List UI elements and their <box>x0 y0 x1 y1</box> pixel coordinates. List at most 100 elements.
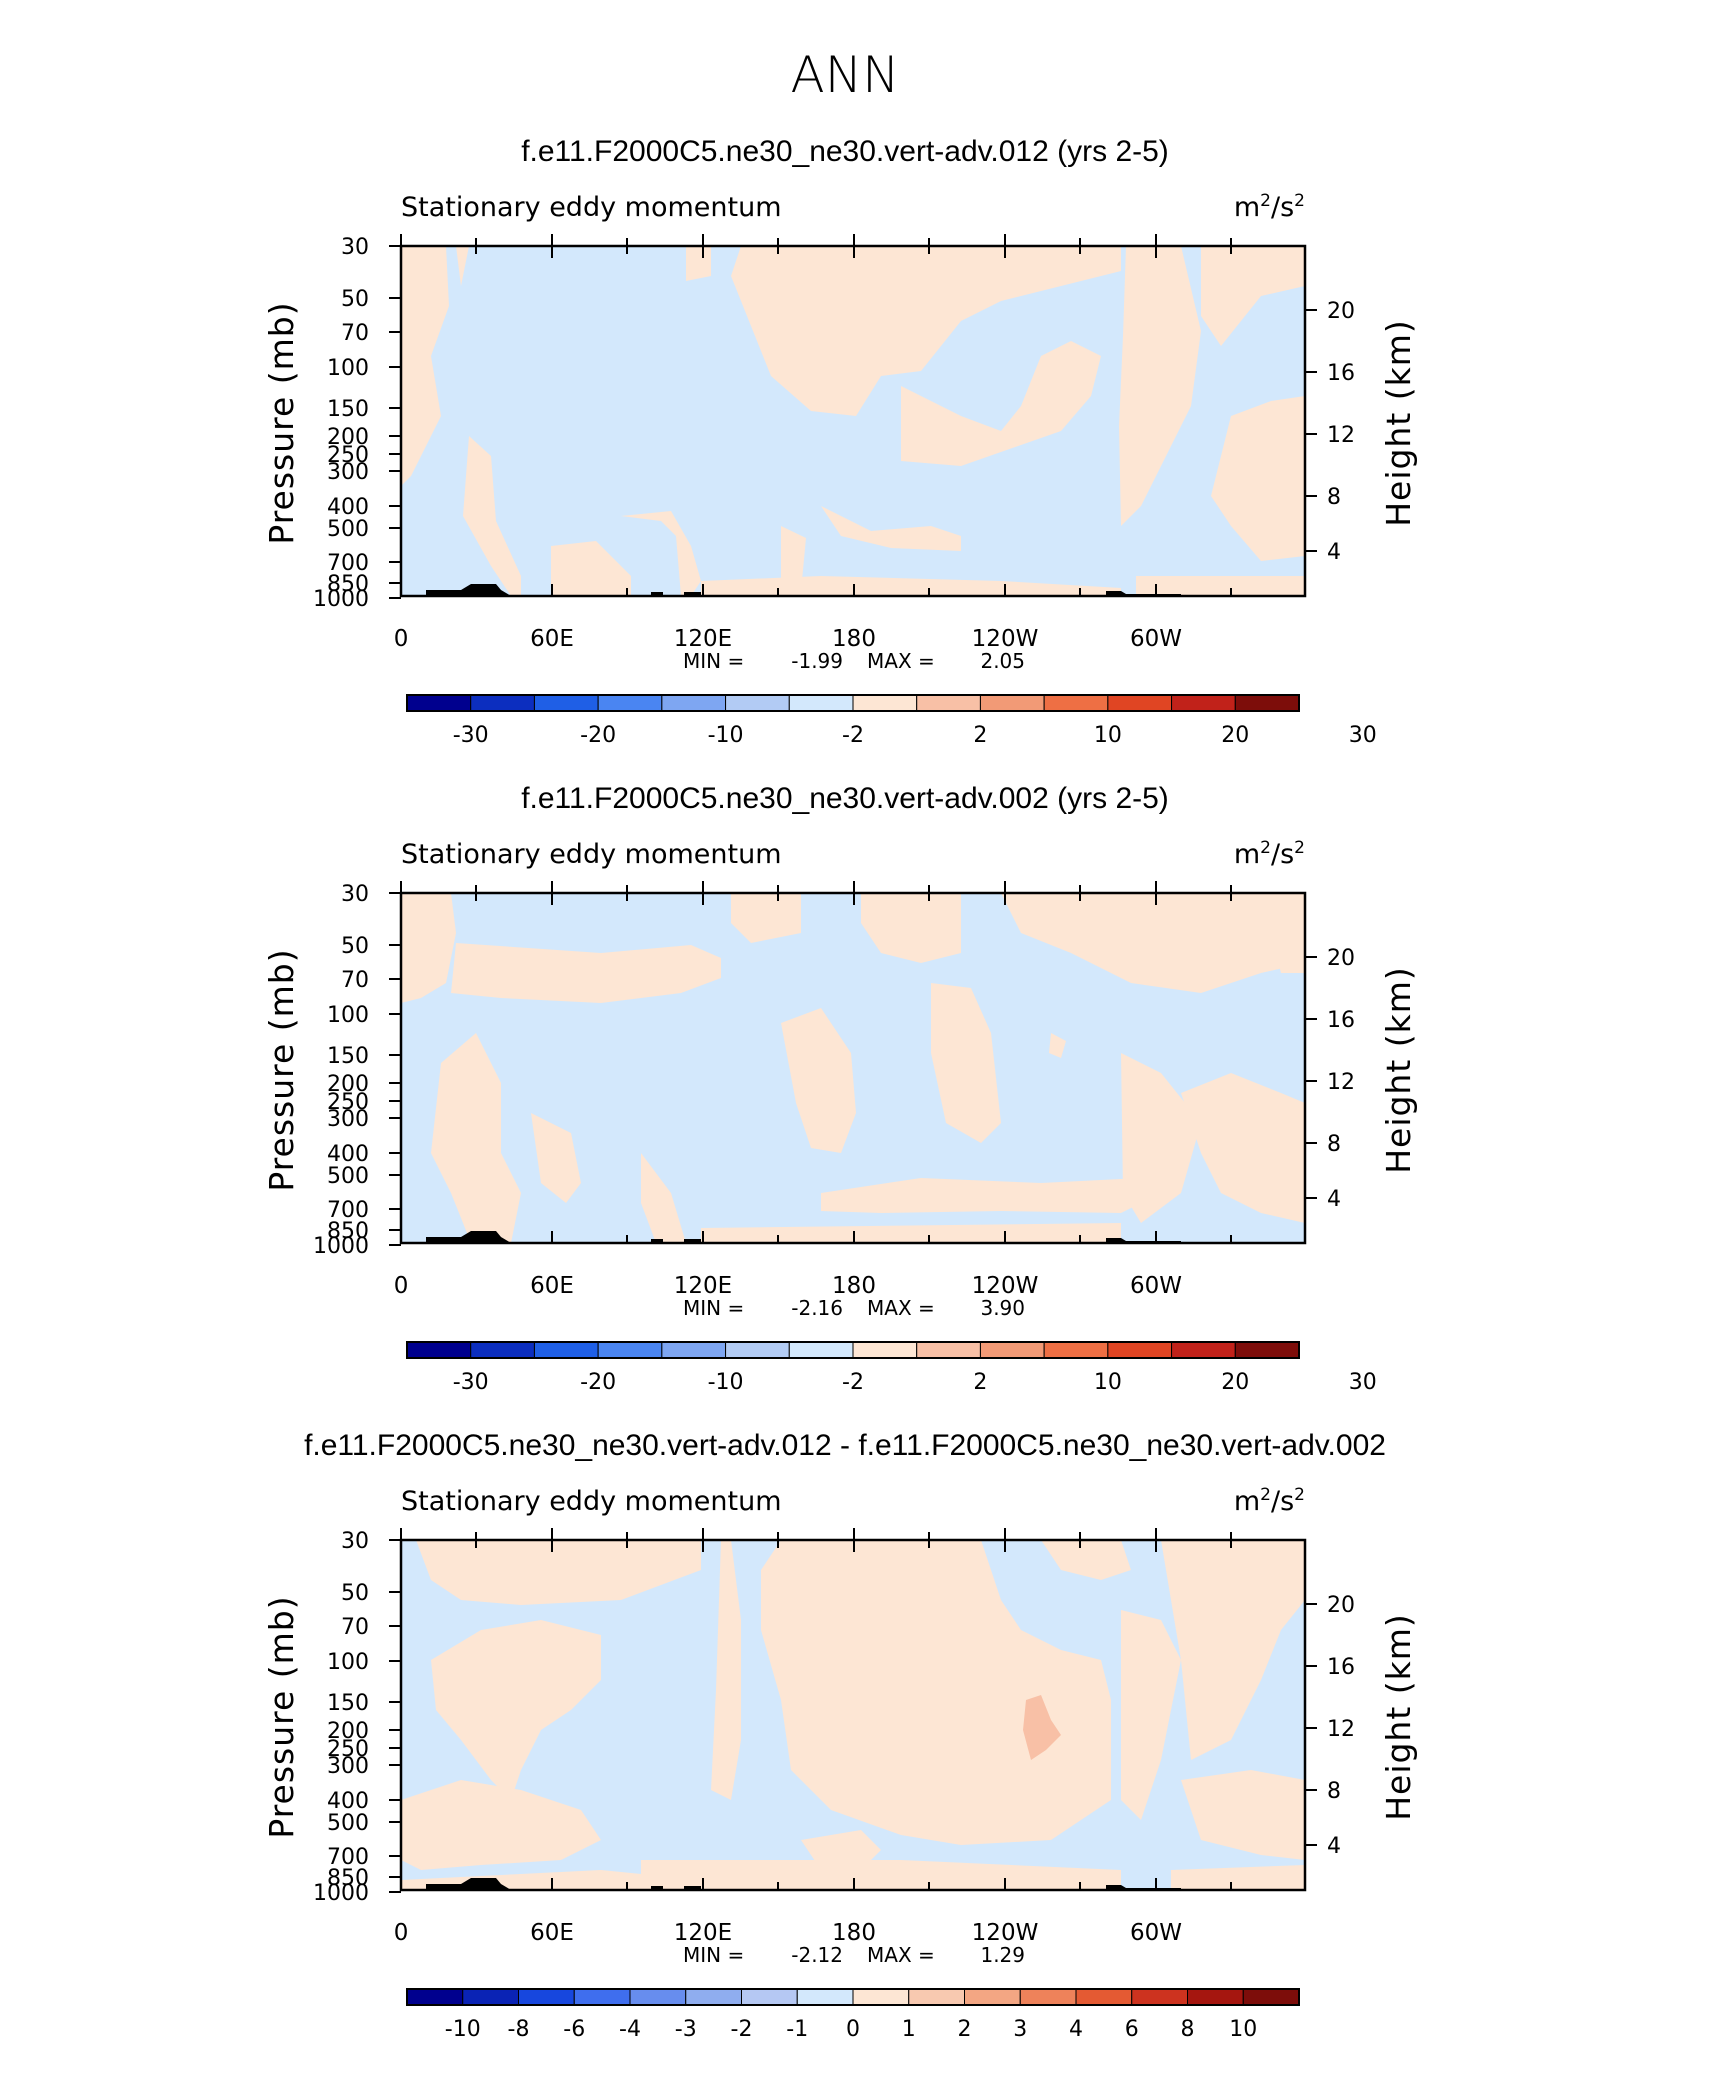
contour-region <box>731 246 1121 416</box>
contour-region <box>641 1860 1121 1890</box>
contour-region <box>1121 1610 1181 1820</box>
units-base: m <box>1234 839 1260 870</box>
panel-subtitle: Stationary eddy momentum <box>401 1486 782 1517</box>
contour-region <box>431 1620 601 1800</box>
min-label: MIN = <box>683 649 744 673</box>
contour-region <box>416 1540 701 1605</box>
units-base: m <box>1234 1486 1260 1517</box>
contour-region <box>401 246 449 486</box>
x-tick-label: 120W <box>972 1273 1039 1299</box>
colorbar-label: 1 <box>902 2017 916 2042</box>
y-tick-label: 500 <box>327 517 369 542</box>
contour-region <box>731 893 801 943</box>
y-right-axis-label: Height (km) <box>1379 319 1418 527</box>
units-exp: 2 <box>1294 1485 1305 1505</box>
colorbar-swatch <box>661 1341 727 1359</box>
contour-region <box>621 511 701 596</box>
colorbar-frame <box>406 1988 1300 2006</box>
y-tick-label: 1000 <box>313 1234 369 1259</box>
colorbar-swatch <box>916 1341 981 1359</box>
y-tick-label: 850 <box>327 572 369 597</box>
colorbar-label: 4 <box>1069 2017 1083 2042</box>
contour-region <box>1001 893 1305 993</box>
colorbar-label: -10 <box>708 1370 744 1395</box>
contour-region <box>641 1153 686 1243</box>
colorbar-label: 20 <box>1221 1370 1249 1395</box>
x-tick-label: 60W <box>1130 1273 1182 1299</box>
y-tick-label: 700 <box>327 1198 369 1223</box>
colorbar-swatch <box>661 694 727 712</box>
max-value: 3.90 <box>980 1296 1025 1320</box>
colorbar-swatch <box>1171 694 1236 712</box>
units-base: m <box>1234 192 1260 223</box>
colorbar-label: -2 <box>842 1370 864 1395</box>
y-right-tick-label: 4 <box>1327 1187 1341 1212</box>
colorbar-label: 8 <box>1181 2017 1195 2042</box>
y-tick-label: 200 <box>327 1072 369 1097</box>
colorbar-swatch <box>1043 694 1109 712</box>
x-tick-label: 0 <box>394 1273 409 1299</box>
contour-fill <box>401 246 1305 596</box>
contour-region <box>701 1223 1121 1243</box>
colorbar-label: -20 <box>580 1370 616 1395</box>
contour-region <box>711 1540 741 1800</box>
y-tick-label: 500 <box>327 1811 369 1836</box>
colorbar-label: 30 <box>1349 723 1377 748</box>
y-axis-label: Pressure (mb) <box>262 1595 301 1838</box>
y-tick-label: 1000 <box>313 587 369 612</box>
season-title: ANN <box>790 46 899 104</box>
contour-region <box>821 1178 1161 1213</box>
contour-region <box>463 436 521 596</box>
colorbar-label: 30 <box>1349 1370 1377 1395</box>
panel-2: f.e11.F2000C5.ne30_ne30.vert-adv.002 (yr… <box>262 782 1418 1395</box>
y-right-axis-label: Height (km) <box>1379 966 1418 1174</box>
contour-region <box>1119 246 1201 526</box>
units-mid: /s <box>1271 1486 1294 1517</box>
colorbar-swatch <box>533 1341 599 1359</box>
contour-region <box>1181 1073 1305 1223</box>
x-tick-label: 120E <box>674 1920 732 1946</box>
y-right-axis-label: Height (km) <box>1379 1613 1418 1821</box>
y-tick-label: 400 <box>327 1142 369 1167</box>
y-tick-label: 500 <box>327 1164 369 1189</box>
contour-region <box>781 526 806 591</box>
y-tick-label: 300 <box>327 1107 369 1132</box>
colorbar-swatch <box>629 1988 687 2006</box>
colorbar-swatch <box>597 694 663 712</box>
colorbar-swatch <box>908 1988 965 2006</box>
colorbar-label: -10 <box>445 2017 481 2042</box>
y-tick-label: 70 <box>341 968 369 993</box>
colorbar-label: -6 <box>563 2017 585 2042</box>
terrain-mask <box>426 1878 511 1890</box>
terrain-mask <box>426 1231 511 1243</box>
y-tick-label: 150 <box>327 1044 369 1069</box>
contour-region <box>861 893 961 963</box>
min-value: -2.16 <box>791 1296 843 1320</box>
colorbar-swatch <box>725 1341 790 1359</box>
colorbar-label: -3 <box>675 2017 697 2042</box>
y-tick-label: 1000 <box>313 1881 369 1906</box>
y-axis-label: Pressure (mb) <box>262 948 301 1191</box>
y-tick-label: 100 <box>327 1003 369 1028</box>
colorbar-label: 2 <box>973 1370 987 1395</box>
contour-region <box>801 1830 881 1870</box>
y-tick-label: 100 <box>327 1650 369 1675</box>
y-tick-label: 700 <box>327 551 369 576</box>
colorbar-swatch <box>533 694 599 712</box>
contour-region <box>761 1540 1111 1845</box>
units-mid: /s <box>1271 839 1294 870</box>
contour-region <box>1211 396 1305 561</box>
y-axis-label: Pressure (mb) <box>262 301 301 544</box>
x-tick-label: 120E <box>674 626 732 652</box>
contour-region <box>431 1033 521 1243</box>
colorbar-swatch <box>1075 1988 1133 2006</box>
colorbar-swatch <box>788 694 854 712</box>
contour-region <box>1121 1053 1201 1223</box>
colorbar-swatch <box>685 1988 742 2006</box>
colorbar-frame <box>406 1341 1300 1359</box>
y-tick-label: 850 <box>327 1219 369 1244</box>
y-right-tick-label: 20 <box>1327 946 1355 971</box>
colorbar-swatch <box>406 1341 472 1359</box>
y-tick-label: 300 <box>327 1754 369 1779</box>
